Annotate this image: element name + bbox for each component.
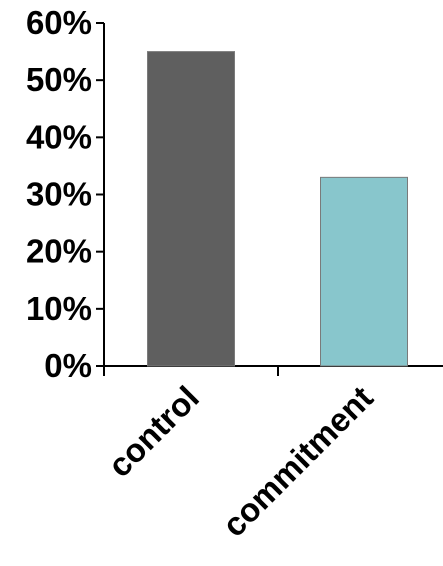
y-tick-label: 50% — [26, 61, 92, 98]
y-ticks: 0% 10% 20% 30% 40% 50% 60% — [26, 4, 104, 384]
y-tick-label: 60% — [26, 4, 92, 41]
x-tick-labels: control commitment — [101, 379, 380, 544]
x-tick-label-commitment: commitment — [215, 379, 380, 544]
bar-commitment — [320, 176, 408, 367]
y-tick-label: 10% — [26, 290, 92, 327]
y-tick-label: 30% — [26, 176, 92, 213]
bars — [147, 51, 408, 367]
y-tick-label: 20% — [26, 233, 92, 270]
x-ticks — [103, 366, 279, 376]
x-tick-label-control: control — [101, 379, 206, 484]
y-tick-label: 40% — [26, 118, 92, 155]
y-tick-label: 0% — [44, 347, 92, 384]
bar-control — [147, 51, 235, 367]
